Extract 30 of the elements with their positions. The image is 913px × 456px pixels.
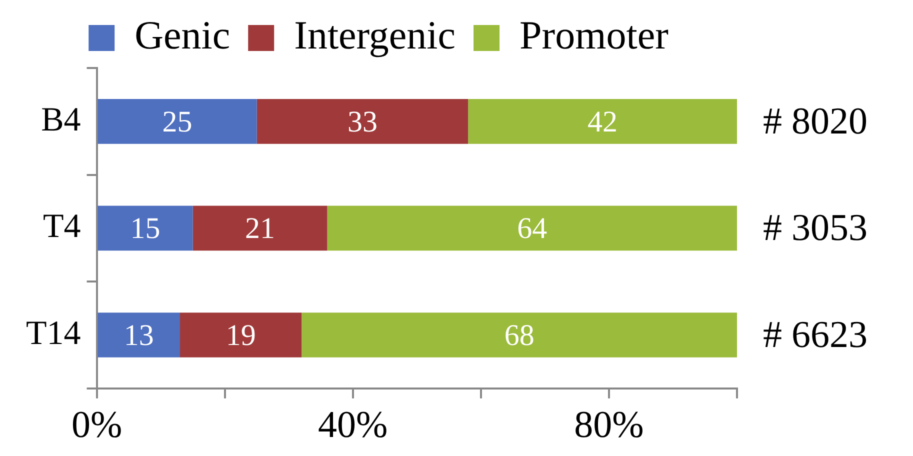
bar — [98, 312, 180, 358]
bar — [192, 206, 328, 251]
y-tick-label: T14 — [26, 314, 81, 352]
legend-label: Intergenic — [294, 12, 456, 58]
x-tick-label: 80% — [574, 404, 644, 446]
data-label: 21 — [245, 212, 276, 246]
legend-label: Genic — [134, 12, 230, 58]
legend-label: Promoter — [520, 12, 668, 58]
data-label: 33 — [347, 105, 378, 138]
data-label: 15 — [130, 212, 160, 246]
text: # 6623 — [763, 314, 868, 356]
bar — [468, 98, 737, 144]
data-label: 19 — [226, 318, 256, 352]
text: # 8020 — [763, 100, 868, 142]
y-tick-label: T4 — [42, 208, 81, 246]
data-label: 25 — [162, 105, 192, 138]
text: # 3053 — [763, 207, 868, 250]
bar — [256, 98, 468, 144]
data-label: 42 — [588, 105, 618, 138]
data-label: 13 — [124, 318, 154, 352]
bar — [327, 206, 737, 251]
x-tick-label: 0% — [71, 404, 122, 446]
y-tick-label: B4 — [41, 101, 81, 138]
data-label: 64 — [517, 212, 548, 246]
bar — [98, 206, 193, 251]
bar — [302, 312, 737, 358]
bar — [180, 312, 302, 358]
data-label: 68 — [504, 318, 534, 352]
bar — [98, 98, 257, 144]
x-tick-label: 40% — [318, 404, 388, 446]
